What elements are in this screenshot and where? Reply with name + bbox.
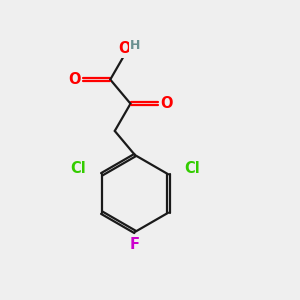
Text: F: F	[130, 237, 140, 252]
Text: H: H	[130, 40, 141, 52]
Text: Cl: Cl	[70, 161, 86, 176]
Text: O: O	[160, 96, 173, 111]
Text: Cl: Cl	[184, 161, 200, 176]
Text: O: O	[118, 41, 130, 56]
Text: O: O	[68, 72, 80, 87]
